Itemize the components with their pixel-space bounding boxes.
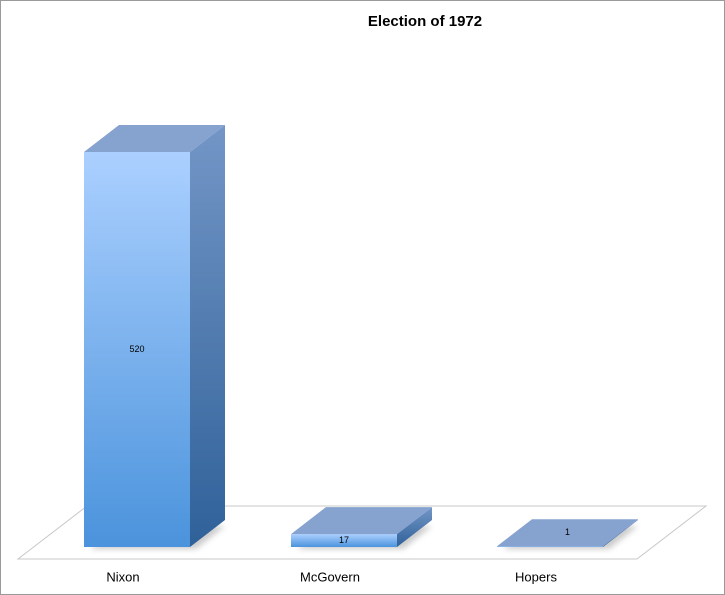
value-label: 1	[565, 527, 570, 537]
bar-top	[497, 519, 638, 547]
bar-side	[603, 519, 638, 547]
bar-top	[291, 507, 432, 535]
x-tick-label: Nixon	[106, 569, 139, 584]
bar-side	[397, 507, 432, 547]
bar-side	[190, 125, 225, 547]
x-tick-label: Hopers	[515, 569, 557, 584]
bar	[291, 534, 397, 547]
bar	[84, 152, 190, 547]
value-label: 17	[339, 535, 349, 545]
bar-top	[84, 125, 225, 152]
x-tick-label: McGovern	[300, 569, 360, 584]
value-label: 520	[129, 344, 144, 354]
chart-title: Election of 1972	[368, 13, 482, 30]
bar	[497, 546, 603, 547]
